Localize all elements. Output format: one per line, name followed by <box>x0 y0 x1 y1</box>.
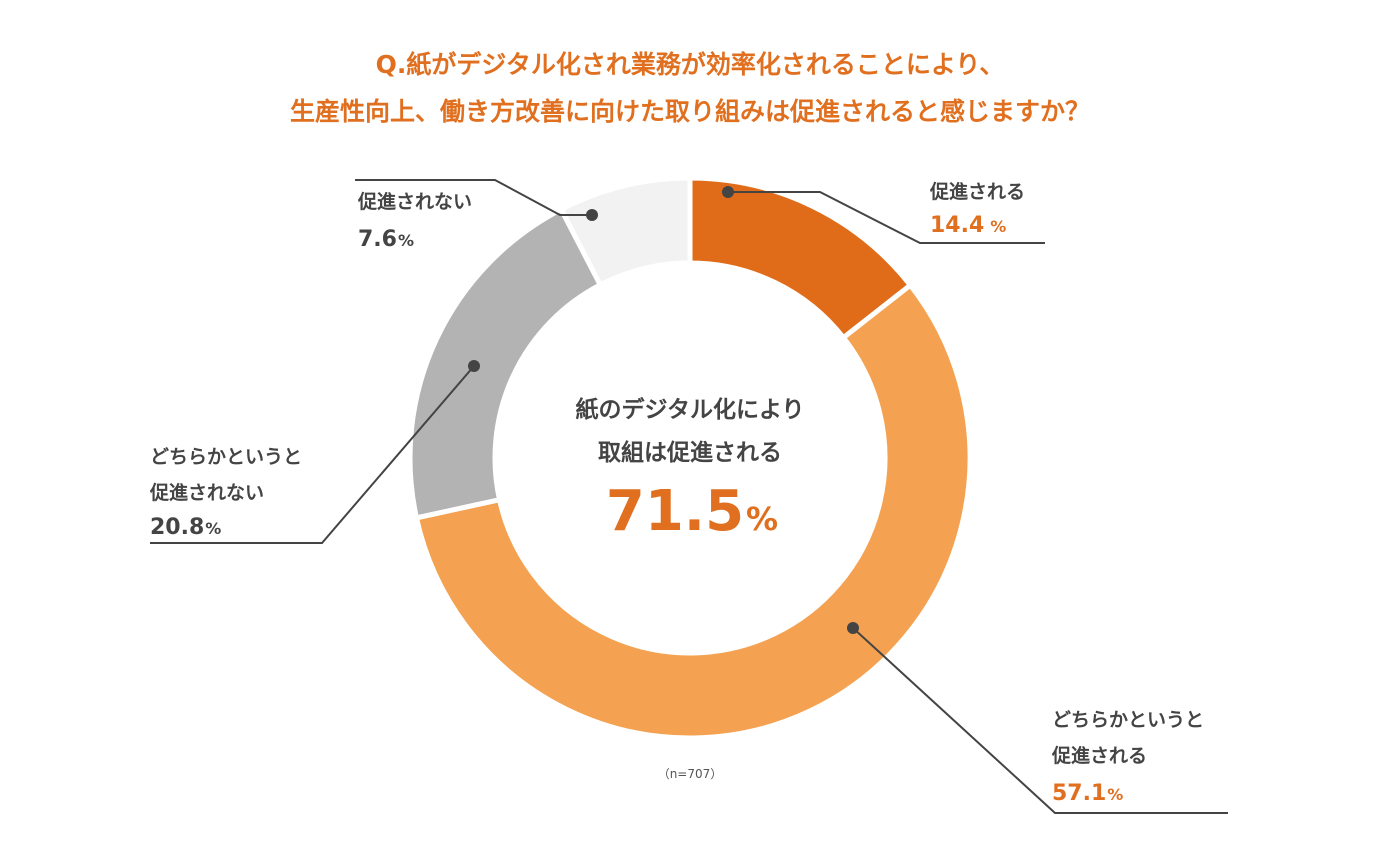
slice-value-1: 14.4% <box>930 213 1006 238</box>
donut-slice-2 <box>413 281 973 741</box>
sample-size-note: （n=707） <box>658 767 723 781</box>
leader-dot-2 <box>847 622 859 634</box>
slice-value-3: 20.8% <box>150 515 221 540</box>
donut-slice-4 <box>557 175 693 289</box>
leader-line-2 <box>852 627 1228 814</box>
slice-label-4-line-1: 促進されない <box>357 190 472 213</box>
slice-label-2-line-1: どちらかというと <box>1052 709 1204 731</box>
center-value: 71.5% <box>606 479 778 544</box>
leader-line-3 <box>150 365 475 544</box>
leader-dot-3 <box>468 360 480 372</box>
leader-line-4 <box>355 179 592 216</box>
leader-lines <box>150 179 1228 814</box>
donut-slice-3 <box>407 206 604 521</box>
slice-label-2-line-2: 促進される <box>1051 744 1147 767</box>
slice-label-3-line-1: どちらかというと <box>150 446 302 468</box>
leader-dot-1 <box>722 186 734 198</box>
center-label-line-2: 取組は促進される <box>598 439 782 466</box>
leader-line-1 <box>728 191 1045 244</box>
slice-value-4: 7.6% <box>358 227 414 252</box>
slice-label-3-line-2: 促進されない <box>149 481 264 504</box>
chart-title: Q.紙がデジタル化され業務が効率化されることにより、生産性向上、働き方改善に向け… <box>290 50 1090 126</box>
slice-label-1-line-1: 促進される <box>929 180 1025 203</box>
slice-value-2: 57.1% <box>1052 781 1123 806</box>
leader-dot-4 <box>586 209 598 221</box>
center-label-line-1: 紙のデジタル化により <box>575 396 804 423</box>
chart-title-line-2: 生産性向上、働き方改善に向けた取り組みは促進されると感じますか？ <box>290 97 1090 126</box>
chart-title-line-1: Q.紙がデジタル化され業務が効率化されることにより、 <box>376 50 1005 79</box>
